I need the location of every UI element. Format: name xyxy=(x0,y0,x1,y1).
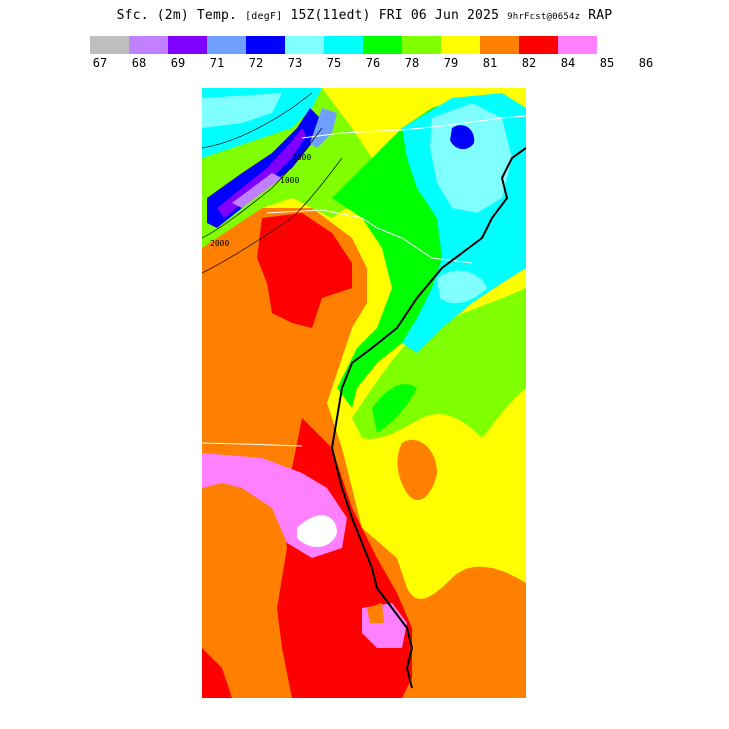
legend-swatch xyxy=(363,36,402,54)
legend-swatch xyxy=(558,36,597,54)
legend-swatch xyxy=(168,36,207,54)
legend-swatch xyxy=(519,36,558,54)
legend-swatch xyxy=(285,36,324,54)
title-units: [degF] xyxy=(245,11,283,22)
legend-tick-label: 85 xyxy=(599,56,615,70)
legend-swatch xyxy=(441,36,480,54)
legend-swatch xyxy=(246,36,285,54)
contour-label: 2000 xyxy=(210,239,229,248)
legend-swatch xyxy=(324,36,363,54)
legend-swatch xyxy=(480,36,519,54)
color-legend xyxy=(90,36,598,54)
legend-tick-label: 69 xyxy=(170,56,186,70)
legend-tick-label: 72 xyxy=(248,56,264,70)
title-model: RAP xyxy=(588,8,613,23)
legend-swatch xyxy=(207,36,246,54)
legend-tick-label: 81 xyxy=(482,56,498,70)
legend-swatch xyxy=(90,36,129,54)
legend-tick-label: 68 xyxy=(131,56,147,70)
legend-tick-label: 79 xyxy=(443,56,459,70)
title-forecast: 9hrFcst@0654z xyxy=(507,12,581,22)
temperature-map: 1000 2000 2000 xyxy=(202,88,526,698)
legend-tick-label: 75 xyxy=(326,56,342,70)
legend-tick-labels: 67 68 69 71 72 73 75 76 78 79 81 82 84 85 86 xyxy=(80,56,660,70)
legend-tick-label: 78 xyxy=(404,56,420,70)
title-main: Sfc. (2m) Temp. xyxy=(116,8,238,23)
legend-tick-label: 82 xyxy=(521,56,537,70)
legend-tick-label: 84 xyxy=(560,56,576,70)
title-valid-time: 15Z(11edt) FRI 06 Jun 2025 xyxy=(290,8,500,23)
legend-tick-label: 67 xyxy=(92,56,108,70)
contour-label: 2000 xyxy=(292,153,311,162)
legend-tick-label: 71 xyxy=(209,56,225,70)
legend-tick-label: 76 xyxy=(365,56,381,70)
map-title: Sfc. (2m) Temp. [degF] 15Z(11edt) FRI 06… xyxy=(0,8,729,23)
legend-tick-label: 86 xyxy=(638,56,654,70)
legend-swatch xyxy=(129,36,168,54)
contour-label: 1000 xyxy=(280,176,299,185)
legend-tick-label: 73 xyxy=(287,56,303,70)
legend-swatch xyxy=(402,36,441,54)
